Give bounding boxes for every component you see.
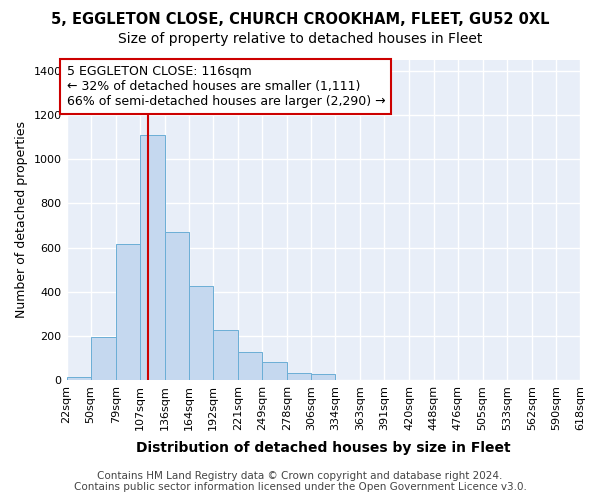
Bar <box>238 352 262 380</box>
Bar <box>116 244 140 380</box>
Bar <box>311 374 335 380</box>
Bar <box>189 286 213 380</box>
Bar <box>67 376 91 380</box>
Bar <box>213 330 238 380</box>
Text: Contains HM Land Registry data © Crown copyright and database right 2024.
Contai: Contains HM Land Registry data © Crown c… <box>74 471 526 492</box>
Text: 5, EGGLETON CLOSE, CHURCH CROOKHAM, FLEET, GU52 0XL: 5, EGGLETON CLOSE, CHURCH CROOKHAM, FLEE… <box>51 12 549 28</box>
Text: Size of property relative to detached houses in Fleet: Size of property relative to detached ho… <box>118 32 482 46</box>
Bar <box>165 232 189 380</box>
Bar <box>140 135 165 380</box>
Bar <box>287 374 311 380</box>
X-axis label: Distribution of detached houses by size in Fleet: Distribution of detached houses by size … <box>136 441 511 455</box>
Y-axis label: Number of detached properties: Number of detached properties <box>15 122 28 318</box>
Bar <box>91 337 116 380</box>
Bar <box>262 362 287 380</box>
Text: 5 EGGLETON CLOSE: 116sqm
← 32% of detached houses are smaller (1,111)
66% of sem: 5 EGGLETON CLOSE: 116sqm ← 32% of detach… <box>67 65 385 108</box>
